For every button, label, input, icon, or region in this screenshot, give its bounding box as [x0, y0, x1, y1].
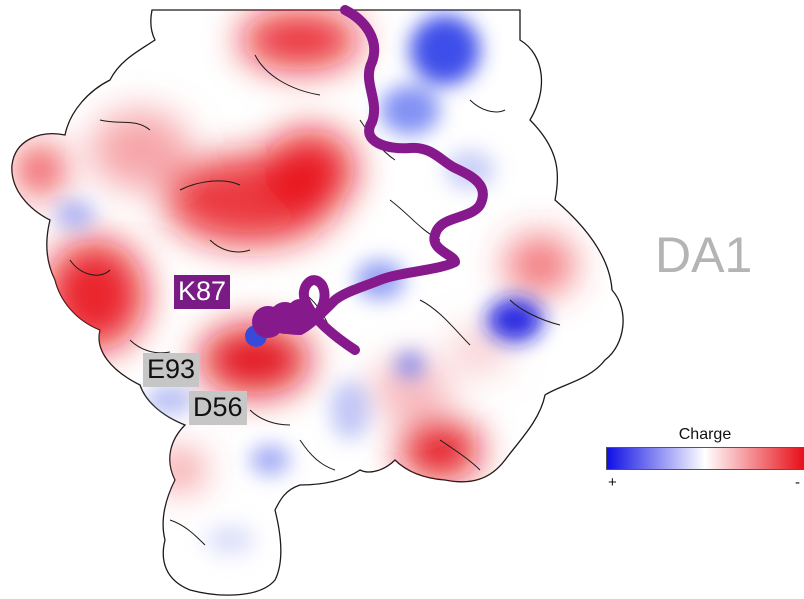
- negative-patch: [90, 110, 190, 190]
- positive-patch: [145, 385, 195, 415]
- negative-patch: [240, 10, 360, 70]
- legend-title: Charge: [678, 426, 732, 443]
- negative-patch: [15, 145, 65, 195]
- residue-label-e93: E93: [143, 353, 200, 387]
- charge-legend: Charge + -: [606, 426, 804, 496]
- residue-label-k87: K87: [174, 275, 231, 309]
- negative-patch: [200, 325, 310, 395]
- positive-patch: [410, 15, 480, 85]
- legend-negative-symbol: -: [795, 474, 800, 491]
- charge-patches: [15, 10, 575, 555]
- legend-positive-symbol: +: [608, 474, 617, 491]
- negative-patch: [155, 450, 205, 490]
- positive-patch: [396, 351, 424, 379]
- lysine-sidechain: [245, 299, 313, 347]
- positive-patch: [205, 525, 255, 555]
- positive-patch: [250, 445, 290, 475]
- negative-patch: [400, 420, 480, 480]
- charge-color-bar: [606, 447, 804, 470]
- residue-label-d56: D56: [189, 391, 247, 425]
- peptide-ribbon: [267, 5, 488, 355]
- panel-title: DA1: [655, 227, 753, 283]
- positive-patch: [330, 380, 370, 440]
- negative-patch: [265, 130, 355, 210]
- negative-patch: [450, 325, 510, 375]
- negative-patch: [370, 360, 450, 420]
- negative-patch: [505, 235, 575, 295]
- positive-patch: [487, 298, 543, 342]
- positive-patch: [380, 85, 440, 135]
- positive-patch: [55, 200, 95, 230]
